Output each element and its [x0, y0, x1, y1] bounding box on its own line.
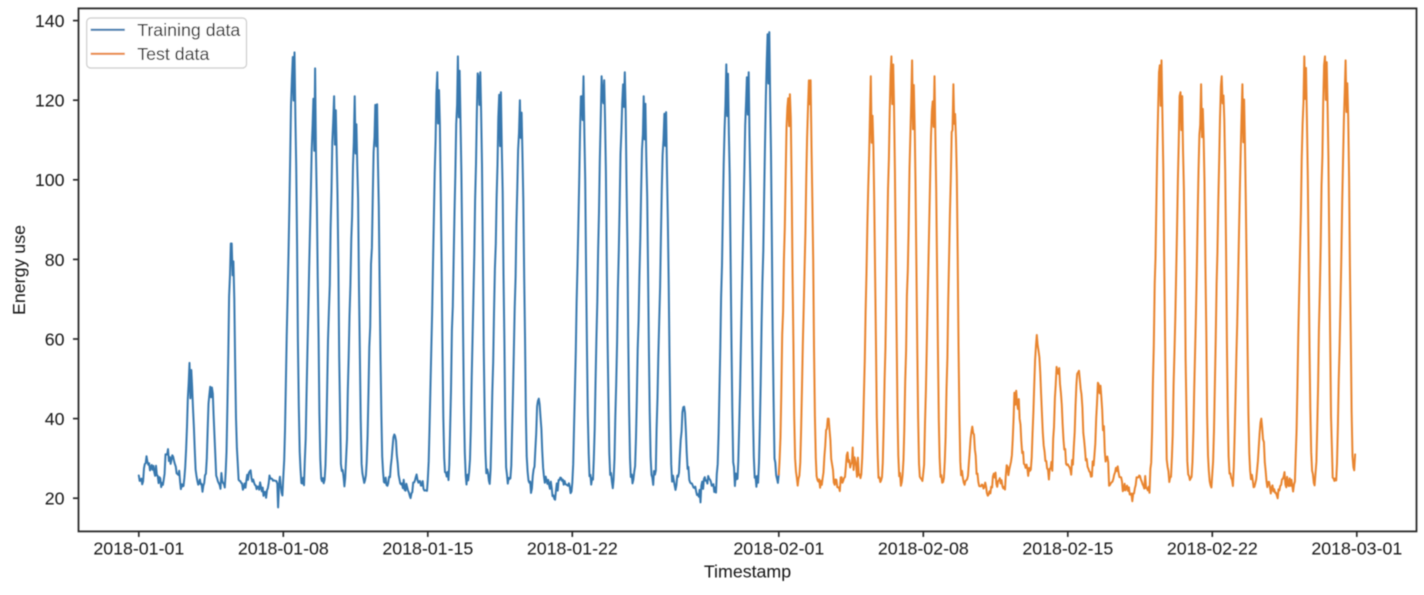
- svg-text:2018-01-22: 2018-01-22: [527, 539, 618, 559]
- svg-text:80: 80: [45, 250, 65, 270]
- svg-text:40: 40: [45, 409, 65, 429]
- svg-text:2018-01-01: 2018-01-01: [93, 539, 184, 559]
- svg-text:140: 140: [35, 11, 65, 31]
- svg-text:Energy use: Energy use: [9, 225, 29, 315]
- svg-text:60: 60: [45, 329, 65, 349]
- svg-text:Training data: Training data: [137, 20, 240, 40]
- svg-text:2018-02-22: 2018-02-22: [1167, 539, 1258, 559]
- svg-text:Test data: Test data: [137, 44, 209, 64]
- svg-text:2018-01-15: 2018-01-15: [382, 539, 473, 559]
- svg-text:2018-01-08: 2018-01-08: [238, 539, 329, 559]
- svg-text:120: 120: [35, 91, 65, 111]
- svg-text:2018-02-15: 2018-02-15: [1022, 539, 1113, 559]
- svg-text:2018-02-08: 2018-02-08: [878, 539, 969, 559]
- svg-text:100: 100: [35, 170, 65, 190]
- svg-text:Timestamp: Timestamp: [704, 562, 791, 582]
- svg-text:20: 20: [45, 489, 65, 509]
- svg-text:2018-03-01: 2018-03-01: [1311, 539, 1402, 559]
- svg-text:2018-02-01: 2018-02-01: [733, 539, 824, 559]
